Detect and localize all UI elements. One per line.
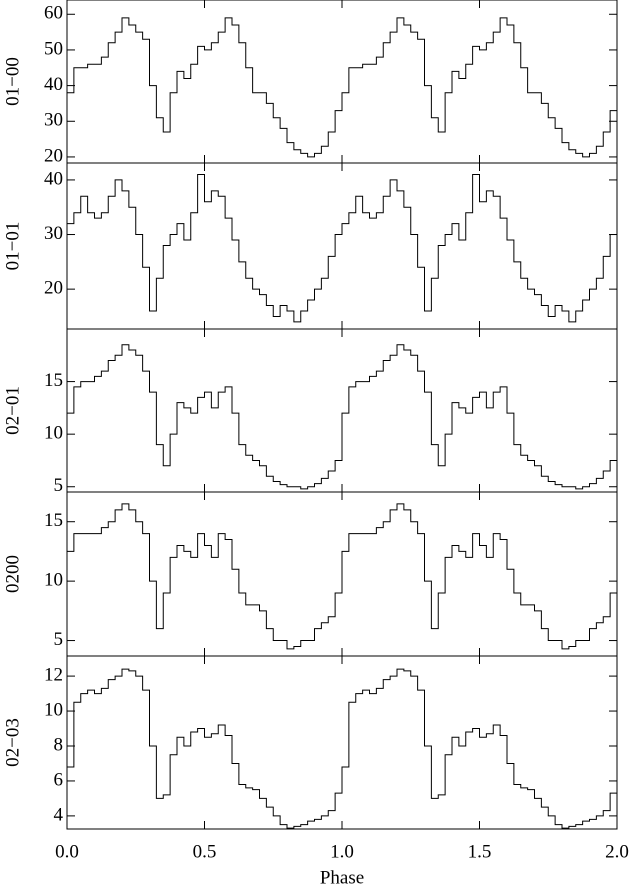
light-curve xyxy=(67,668,617,829)
x-axis-label: Phase xyxy=(320,867,364,888)
y-tick-label: 8 xyxy=(54,734,64,755)
y-axis-label: 0200 xyxy=(2,555,23,593)
y-axis-label: 01−01 xyxy=(2,222,23,271)
y-tick-label: 5 xyxy=(54,629,64,650)
y-tick-label: 10 xyxy=(44,423,63,444)
y-tick-label: 30 xyxy=(44,223,63,244)
y-axis-label: 02−03 xyxy=(2,718,23,767)
y-tick-label: 10 xyxy=(44,699,63,720)
x-tick-label: 2.0 xyxy=(605,841,629,862)
y-tick-label: 5 xyxy=(54,475,64,496)
light-curve xyxy=(67,17,617,158)
y-tick-label: 50 xyxy=(44,38,63,59)
y-tick-label: 40 xyxy=(44,74,63,95)
y-tick-label: 6 xyxy=(54,769,64,790)
light-curve xyxy=(67,173,617,323)
y-tick-label: 15 xyxy=(44,510,63,531)
y-tick-label: 20 xyxy=(44,277,63,298)
y-tick-label: 20 xyxy=(44,145,63,166)
y-tick-label: 30 xyxy=(44,110,63,131)
light-curve xyxy=(67,503,617,650)
y-tick-label: 10 xyxy=(44,569,63,590)
y-tick-label: 60 xyxy=(44,3,63,24)
x-tick-label: 1.0 xyxy=(330,841,354,862)
y-tick-label: 12 xyxy=(44,664,63,685)
y-tick-label: 4 xyxy=(54,804,64,825)
y-axis-label: 01−00 xyxy=(2,57,23,106)
x-tick-label: 1.5 xyxy=(468,841,492,862)
y-axis-label: 02−01 xyxy=(2,386,23,435)
light-curve xyxy=(67,344,617,490)
panel-frame xyxy=(66,328,618,493)
x-tick-label: 0.0 xyxy=(55,841,79,862)
y-tick-label: 15 xyxy=(44,370,63,391)
x-tick-label: 0.5 xyxy=(193,841,217,862)
y-tick-label: 40 xyxy=(44,168,63,189)
